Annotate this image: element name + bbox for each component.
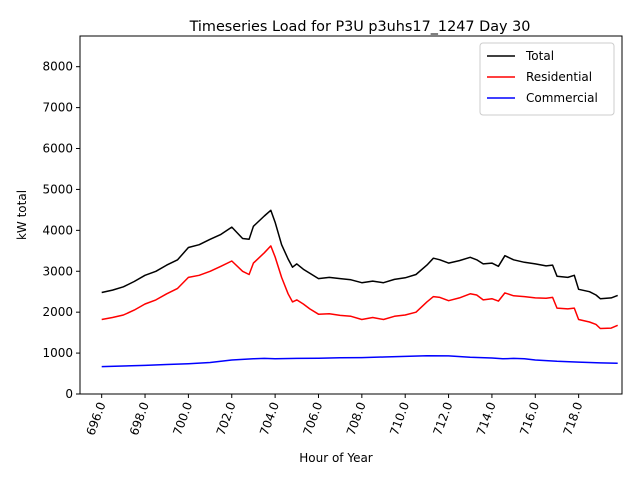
x-axis-ticks: 696.0 698.0 700.0 702.0 704.0 706.0 708.0 710.0… xyxy=(84,394,586,437)
legend-box xyxy=(479,42,615,116)
legend-label-total: Total xyxy=(525,49,554,63)
y-tick-label: 0 xyxy=(65,387,73,401)
series-line-total xyxy=(101,209,618,300)
y-tick-label: 8000 xyxy=(42,60,73,74)
y-axis-label: kW total xyxy=(15,190,29,240)
x-tick-label: 716.0 xyxy=(517,400,542,437)
y-tick-label: 2000 xyxy=(42,305,73,319)
x-tick-label: 718.0 xyxy=(561,400,586,437)
x-tick-label: 700.0 xyxy=(170,400,195,437)
series-lines xyxy=(101,209,618,368)
x-tick-label: 702.0 xyxy=(214,400,239,437)
x-tick-label: 714.0 xyxy=(474,400,499,437)
y-axis-ticks: 0 1000 2000 3000 4000 5000 6000 7000 8000 xyxy=(42,60,80,401)
legend-label-commercial: Commercial xyxy=(526,91,598,105)
x-tick-label: 704.0 xyxy=(257,400,282,437)
x-tick-label: 710.0 xyxy=(387,400,412,437)
y-tick-label: 6000 xyxy=(42,142,73,156)
x-axis-label: Hour of Year xyxy=(299,451,373,465)
x-tick-label: 708.0 xyxy=(344,400,369,437)
y-tick-label: 5000 xyxy=(42,182,73,196)
series-line-residential xyxy=(101,245,618,330)
plot-frame xyxy=(79,35,623,395)
y-tick-label: 3000 xyxy=(42,264,73,278)
x-tick-label: 706.0 xyxy=(300,400,325,437)
legend-label-residential: Residential xyxy=(526,70,592,84)
y-tick-label: 7000 xyxy=(42,101,73,115)
x-tick-label: 696.0 xyxy=(84,400,109,437)
y-tick-label: 1000 xyxy=(42,346,73,360)
chart-title: Timeseries Load for P3U p3uhs17_1247 Day… xyxy=(189,19,531,35)
x-tick-label: 698.0 xyxy=(127,400,152,437)
series-line-commercial xyxy=(101,354,618,368)
x-tick-label: 712.0 xyxy=(430,400,455,437)
y-tick-label: 4000 xyxy=(42,223,73,237)
legend: Total Residential Commercial xyxy=(479,42,615,116)
